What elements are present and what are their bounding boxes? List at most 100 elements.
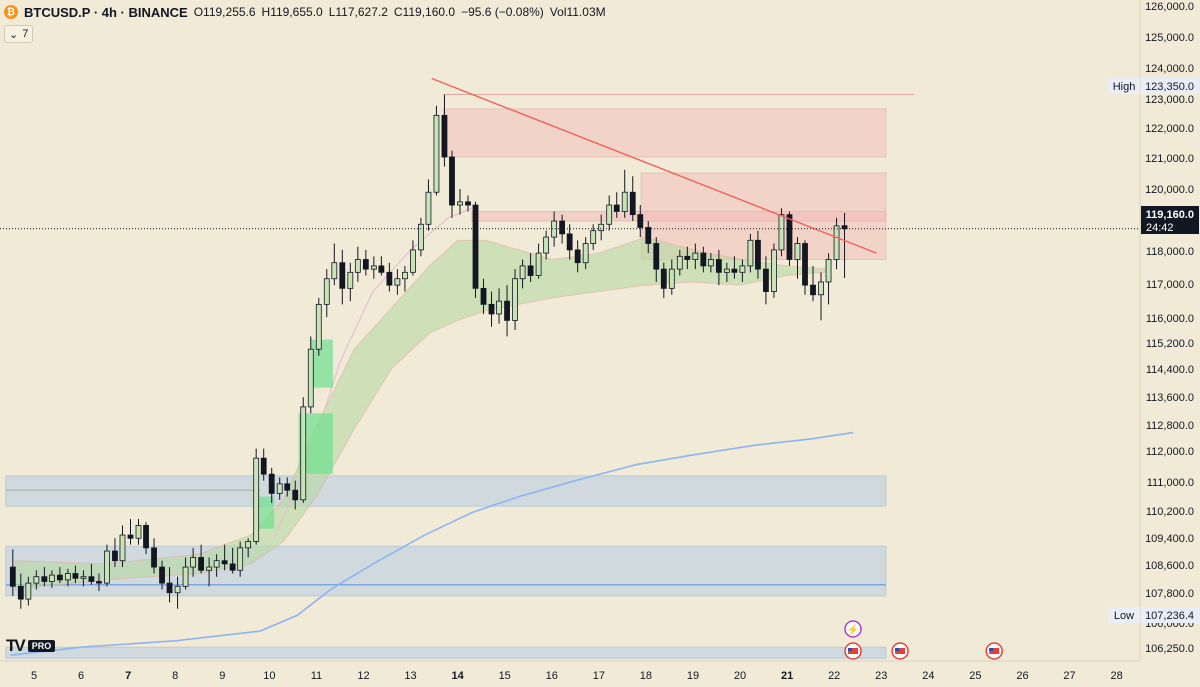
- candle-body-97: [771, 249, 777, 292]
- high-value: H119,655.0: [261, 5, 323, 19]
- candle-body-44: [354, 259, 361, 273]
- time-tick-label: 5: [31, 670, 37, 682]
- candle-body-100: [794, 243, 801, 260]
- candle-body-54: [433, 114, 440, 193]
- indicator-count: 7: [22, 28, 29, 40]
- candle-body-33: [268, 473, 275, 494]
- candle-body-16: [135, 525, 142, 539]
- price-tick-label: 117,000.0: [1146, 279, 1194, 291]
- candle-body-73: [582, 243, 589, 264]
- candle-body-31: [253, 457, 260, 542]
- candle-body-30: [245, 541, 252, 549]
- us-flag-canton-1: [848, 648, 853, 651]
- time-tick-label: 14: [452, 670, 465, 682]
- candle-body-65: [519, 265, 526, 280]
- time-tick-label: 9: [219, 670, 225, 682]
- candle-body-42: [339, 262, 346, 289]
- price-tick-label: 118,000.0: [1146, 246, 1194, 258]
- candle-body-50: [402, 271, 408, 280]
- candle-body-104: [825, 259, 832, 283]
- price-tick-label: 110,200.0: [1146, 506, 1194, 518]
- candle-body-26: [213, 560, 220, 568]
- candle-body-96: [763, 268, 769, 292]
- time-axis[interactable]: 5 6 7 8 9 10 11 12 13 14 15 16 17 18 19 20 21 22 23 24 25 26 2…: [0, 660, 1140, 682]
- flash-event-icon-glyph: ⚡: [847, 623, 859, 636]
- zones-layer: [5, 94, 915, 659]
- candle-body-37: [300, 406, 307, 501]
- candle-body-59: [472, 204, 479, 289]
- candle-body-101: [802, 243, 808, 286]
- candle-body-74: [590, 230, 597, 244]
- candle-body-14: [119, 534, 126, 562]
- chevron-down-icon: ⌄: [9, 28, 19, 41]
- candle-body-10: [88, 576, 95, 582]
- candle-body-84: [668, 268, 675, 289]
- price-label-name: Low: [1114, 610, 1134, 622]
- candle-body-1: [17, 585, 24, 600]
- candle-body-81: [645, 227, 652, 244]
- candle-body-67: [535, 252, 542, 276]
- symbol-title[interactable]: BTCUSD.P · 4h · BINANCE: [24, 4, 188, 20]
- price-tick-label: 116,000.0: [1146, 313, 1194, 325]
- price-tick-label: 113,600.0: [1146, 392, 1194, 404]
- candle-body-56: [449, 156, 455, 206]
- candle-body-88: [700, 252, 707, 267]
- candle-body-94: [747, 239, 754, 267]
- candle-body-60: [480, 287, 487, 305]
- time-tick-label: 6: [78, 670, 84, 682]
- candle-body-71: [566, 233, 573, 251]
- change-value: −95.6 (−0.08%): [461, 5, 544, 19]
- price-tick-label: 108,600.0: [1145, 560, 1194, 572]
- close-value: C119,160.0: [393, 5, 456, 19]
- price-label-tag: [1108, 607, 1140, 623]
- candle-body-99: [786, 214, 793, 260]
- us-flag-canton-3: [989, 648, 994, 651]
- candle-body-75: [598, 223, 605, 232]
- time-tick-label: 25: [969, 670, 981, 682]
- candle-body-13: [112, 550, 118, 562]
- time-tick-label: 24: [922, 670, 934, 682]
- price-label-box: [1141, 78, 1199, 94]
- candle-body-24: [198, 557, 204, 571]
- price-tick-label: 125,000.0: [1145, 32, 1194, 44]
- candle-body-49: [394, 278, 401, 286]
- time-tick-label: 12: [357, 670, 369, 682]
- price-tick-label: 124,000.0: [1145, 63, 1194, 75]
- candle-body-4: [41, 576, 48, 582]
- time-tick-label: 28: [1110, 670, 1122, 682]
- candle-body-95: [755, 239, 761, 270]
- candle-body-68: [543, 236, 550, 254]
- candle-body-2: [25, 582, 32, 600]
- candle-body-57: [457, 201, 463, 206]
- candle-body-69: [551, 220, 558, 238]
- candle-body-9: [80, 576, 87, 579]
- time-tick-label: 10: [263, 670, 275, 682]
- candle-body-91: [723, 268, 730, 273]
- lines-layer: [10, 207, 854, 656]
- candle-body-3: [33, 576, 40, 584]
- price-axis[interactable]: 126,000.0 125,000.0 124,000.0 123,000.0 122,…: [1108, 0, 1199, 660]
- indicators-toggle-button[interactable]: ⌄ 7: [4, 25, 34, 43]
- candle-body-72: [574, 249, 581, 264]
- candle-body-43: [347, 271, 354, 289]
- candle-body-61: [488, 303, 495, 315]
- candle-body-28: [229, 563, 236, 571]
- price-tick-label: 109,400.0: [1145, 533, 1194, 545]
- candle-body-63: [504, 300, 510, 321]
- candle-body-23: [190, 557, 196, 568]
- candle-body-64: [512, 278, 518, 321]
- candle-body-17: [143, 525, 149, 549]
- time-tick-label: 19: [687, 670, 699, 682]
- time-tick-label: 23: [875, 670, 887, 682]
- price-tick-label: 106,250.0: [1145, 643, 1194, 655]
- tradingview-logo[interactable]: TV PRO: [6, 636, 56, 656]
- time-tick-label: 22: [828, 670, 840, 682]
- open-value: O119,255.6: [193, 5, 256, 19]
- candle-body-70: [559, 220, 566, 235]
- price-tick-label: 112,000.0: [1146, 446, 1194, 458]
- candle-body-32: [260, 457, 267, 475]
- candle-body-47: [378, 265, 385, 273]
- us-flag-stripes-1: [848, 648, 859, 654]
- pro-badge: PRO: [27, 640, 56, 652]
